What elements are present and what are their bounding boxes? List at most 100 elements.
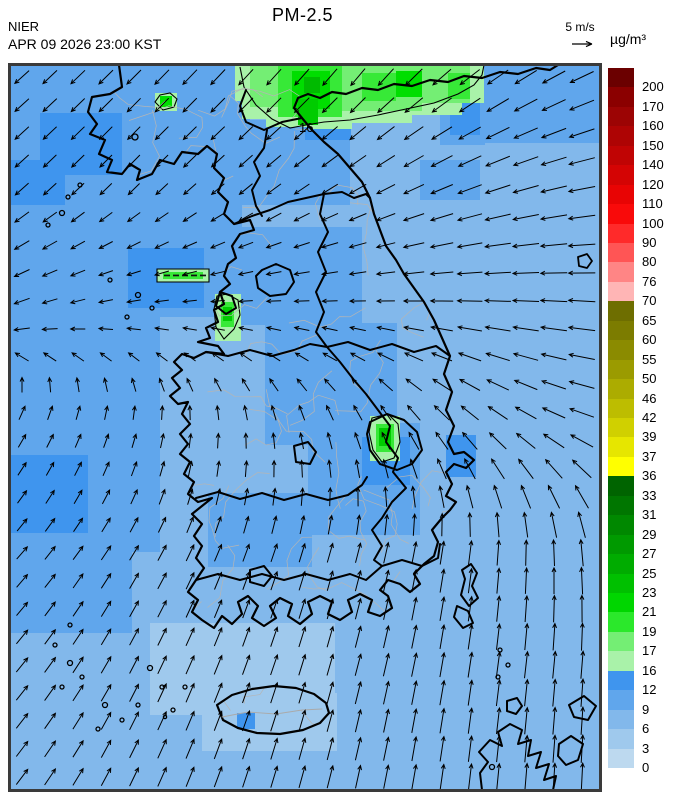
wind-arrow xyxy=(299,459,305,478)
wind-arrow xyxy=(19,376,25,393)
colorbar-band xyxy=(608,68,634,88)
wind-arrow xyxy=(214,543,223,562)
concentration-field xyxy=(10,65,600,790)
wind-arrow xyxy=(515,432,536,449)
wind-arrow xyxy=(72,545,84,560)
county-line xyxy=(244,409,282,446)
wind-arrow xyxy=(517,458,534,480)
wind-arrow xyxy=(411,596,418,621)
wind-arrow xyxy=(213,765,223,788)
wind-arrow xyxy=(44,684,57,701)
wind-arrow xyxy=(524,706,530,735)
wind-arrow xyxy=(157,544,167,561)
colorbar-band xyxy=(608,651,634,671)
colorbar-tick-label: 120 xyxy=(642,176,664,192)
wind-arrow xyxy=(383,708,390,733)
wind-arrow xyxy=(457,352,482,362)
wind-arrow xyxy=(496,734,502,763)
wind-arrow xyxy=(524,650,530,679)
wind-arrow xyxy=(568,128,595,139)
wind-arrow xyxy=(432,68,452,86)
colorbar-tick-label: 3 xyxy=(642,740,650,756)
wind-arrow xyxy=(496,706,502,735)
colorbar-band xyxy=(608,398,634,418)
colorbar-tick-label: 70 xyxy=(642,293,657,309)
wind-arrow xyxy=(238,183,253,196)
wind-arrow xyxy=(98,98,114,113)
wind-arrow xyxy=(129,766,139,787)
wind-arrow xyxy=(380,404,392,421)
wind-arrow xyxy=(265,298,282,304)
wind-arrow xyxy=(355,542,362,563)
colorbar-tick-label: 39 xyxy=(642,429,657,445)
wind-arrow xyxy=(44,656,57,673)
wind-arrow xyxy=(523,539,529,566)
wind-arrow xyxy=(70,69,86,85)
wind-arrow xyxy=(16,517,28,532)
wind-arrow xyxy=(574,484,589,509)
colorbar-tick-label: 0 xyxy=(642,760,650,775)
wind-arrow xyxy=(14,98,30,113)
wind-arrow xyxy=(567,325,596,332)
wind-arrow xyxy=(129,600,139,618)
wind-arrow xyxy=(467,595,474,622)
wind-arrow xyxy=(568,352,595,360)
wind-arrow xyxy=(103,433,110,448)
wind-arrow xyxy=(567,270,596,276)
wind-arrow xyxy=(439,707,446,734)
wind-arrow xyxy=(18,405,26,420)
wind-arrow xyxy=(42,352,57,362)
wind-arrow xyxy=(72,656,84,674)
wind-arrow xyxy=(405,378,423,392)
wind-arrow xyxy=(16,629,29,645)
wind-arrow xyxy=(356,514,362,535)
wind-arrow xyxy=(430,325,453,332)
wind-arrow xyxy=(458,378,481,391)
colorbar-tick-label: 12 xyxy=(642,682,657,698)
wind-arrow xyxy=(467,623,474,650)
colorbar-band xyxy=(608,593,634,613)
small-islands xyxy=(45,133,511,771)
wind-arrow xyxy=(354,708,363,733)
colorbar-band xyxy=(608,301,634,321)
wind-arrow xyxy=(539,270,568,276)
coastlines-and-borders xyxy=(45,65,597,790)
wind-arrow xyxy=(126,69,142,85)
wind-arrow xyxy=(13,269,30,277)
wind-arrow xyxy=(433,404,450,421)
wind-arrow xyxy=(99,154,113,168)
wind-arrow xyxy=(242,765,251,788)
colorbar-band xyxy=(608,223,634,243)
wind-arrow xyxy=(383,764,390,789)
wind-arrow xyxy=(271,432,277,449)
wind-arrow xyxy=(488,432,507,450)
wind-arrow xyxy=(376,126,395,141)
wind-arrow xyxy=(159,460,166,477)
wind-arrow xyxy=(44,545,56,560)
wind-arrow xyxy=(182,126,197,141)
wind-arrow xyxy=(98,126,113,141)
wind-arrow xyxy=(242,626,251,647)
wind-arrow xyxy=(183,183,197,196)
wind-arrow xyxy=(552,678,558,707)
wind-arrow xyxy=(266,126,282,141)
wind-arrow xyxy=(355,486,361,507)
colorbar-tick-label: 37 xyxy=(642,448,657,464)
wind-arrow xyxy=(404,97,424,113)
wind-arrow xyxy=(326,736,335,761)
wind-arrow xyxy=(70,126,85,141)
wind-arrow xyxy=(266,183,282,195)
field-patch xyxy=(420,160,480,200)
wind-arrow xyxy=(157,655,167,675)
wind-arrow xyxy=(580,762,585,790)
wind-arrow xyxy=(214,515,222,534)
wind-arrow xyxy=(242,709,251,732)
wind-arrow xyxy=(16,546,29,560)
wind-arrow xyxy=(456,213,483,222)
wind-arrow xyxy=(496,623,502,650)
wind-arrow xyxy=(242,737,251,760)
wind-arrow xyxy=(215,404,221,421)
wind-arrow xyxy=(72,628,84,645)
wind-arrow xyxy=(579,594,585,623)
page-title: PM-2.5 xyxy=(271,5,334,25)
